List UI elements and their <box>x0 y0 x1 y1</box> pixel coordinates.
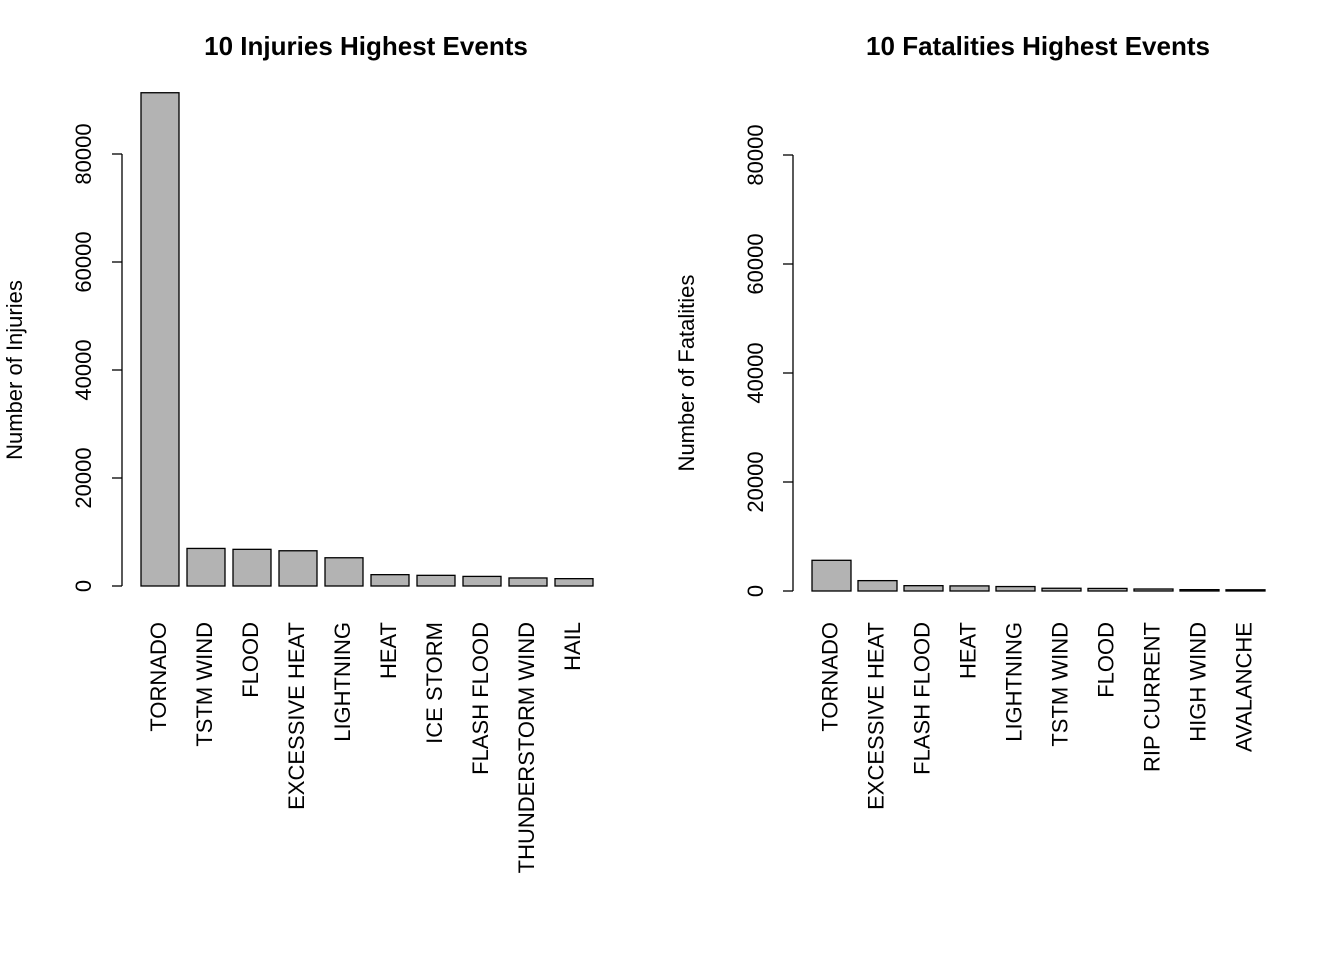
bar <box>140 92 180 587</box>
bar <box>462 575 502 587</box>
x-tick-label: LIGHTNING <box>330 622 355 742</box>
x-tick-label: ICE STORM <box>422 622 447 744</box>
x-tick-label: TORNADO <box>146 622 171 732</box>
x-tick-label: HEAT <box>955 622 980 679</box>
x-tick-label: RIP CURRENT <box>1139 622 1164 772</box>
y-tick-label: 0 <box>71 580 96 592</box>
bar <box>186 547 226 587</box>
bar <box>1041 587 1082 592</box>
bar <box>508 577 548 587</box>
y-tick-label: 40000 <box>743 342 768 403</box>
bar <box>278 550 318 587</box>
bar <box>416 574 456 587</box>
bar <box>324 557 364 587</box>
chart-title: 10 Fatalities Highest Events <box>866 31 1210 61</box>
bar <box>1225 589 1266 592</box>
x-tick-label: HEAT <box>376 622 401 679</box>
x-tick-label: AVALANCHE <box>1231 622 1256 752</box>
bar <box>232 548 272 587</box>
x-tick-label: TSTM WIND <box>1047 622 1072 747</box>
chart-title: 10 Injuries Highest Events <box>204 31 528 61</box>
bar <box>811 559 852 592</box>
y-tick-label: 60000 <box>743 233 768 294</box>
x-tick-label: THUNDERSTORM WIND <box>514 622 539 873</box>
bar <box>554 578 594 587</box>
x-tick-label: FLASH FLOOD <box>909 622 934 775</box>
x-tick-label: FLOOD <box>1093 622 1118 698</box>
x-tick-label: FLOOD <box>238 622 263 698</box>
bar <box>1179 588 1220 592</box>
y-tick-label: 80000 <box>71 123 96 184</box>
y-tick-label: 20000 <box>71 447 96 508</box>
bar <box>995 585 1036 592</box>
y-axis-label: Number of Fatalities <box>674 275 699 472</box>
bar <box>1087 587 1128 592</box>
y-tick-label: 0 <box>743 585 768 597</box>
y-tick-label: 40000 <box>71 339 96 400</box>
y-tick-label: 80000 <box>743 124 768 185</box>
y-axis-label: Number of Injuries <box>2 280 27 460</box>
x-tick-label: LIGHTNING <box>1001 622 1026 742</box>
x-tick-label: HIGH WIND <box>1185 622 1210 742</box>
y-tick-label: 60000 <box>71 231 96 292</box>
bar <box>857 579 898 592</box>
x-tick-label: TORNADO <box>817 622 842 732</box>
x-tick-label: EXCESSIVE HEAT <box>284 622 309 810</box>
bar <box>949 585 990 592</box>
bar <box>903 585 944 592</box>
x-tick-label: EXCESSIVE HEAT <box>863 622 888 810</box>
x-tick-label: HAIL <box>560 622 585 671</box>
bar <box>370 574 410 587</box>
bar <box>1133 588 1174 592</box>
y-tick-label: 20000 <box>743 451 768 512</box>
x-tick-label: TSTM WIND <box>192 622 217 747</box>
x-tick-label: FLASH FLOOD <box>468 622 493 775</box>
